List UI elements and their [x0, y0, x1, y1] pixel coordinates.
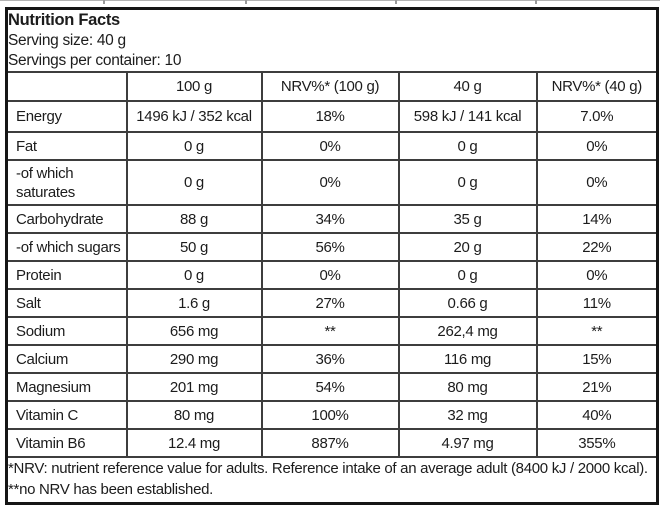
- cell-value: 262,4 mg: [397, 316, 538, 346]
- cell-value: **: [260, 316, 400, 346]
- cell-value: 27%: [260, 288, 400, 318]
- column-header-row: 100 g NRV%* (100 g) 40 g NRV%* (40 g): [5, 71, 659, 102]
- cell-value: 355%: [535, 428, 659, 458]
- cell-value: 0 g: [125, 131, 263, 161]
- table-row: Energy 1496 kJ / 352 kcal 18% 598 kJ / 141 …: [5, 100, 659, 133]
- cell-value: 80 mg: [125, 400, 263, 430]
- cell-value: 0 g: [397, 260, 538, 290]
- table-row: -of which sugars 50 g 56% 20 g 22%: [5, 232, 659, 262]
- cell-value: 34%: [260, 204, 400, 234]
- row-label: Calcium: [5, 344, 128, 374]
- cell-value: 18%: [260, 100, 400, 133]
- cell-value: 22%: [535, 232, 659, 262]
- cropped-table-edge: [0, 0, 660, 1]
- cell-value: 88 g: [125, 204, 263, 234]
- cell-value: 32 mg: [397, 400, 538, 430]
- cell-value: 201 mg: [125, 372, 263, 402]
- cell-value: 4.97 mg: [397, 428, 538, 458]
- cell-value: 50 g: [125, 232, 263, 262]
- cell-value: 1496 kJ / 352 kcal: [125, 100, 263, 133]
- cell-value: 0 g: [397, 131, 538, 161]
- cropped-column-tick: [535, 0, 537, 4]
- column-header: 40 g: [397, 71, 538, 102]
- row-label: Protein: [5, 260, 128, 290]
- row-label: Carbohydrate: [5, 204, 128, 234]
- label-title: Nutrition Facts: [8, 11, 120, 29]
- cell-value: 0%: [535, 159, 659, 206]
- cropped-column-tick: [103, 0, 105, 4]
- cell-value: 0%: [260, 159, 400, 206]
- cell-value: 656 mg: [125, 316, 263, 346]
- row-label: Salt: [5, 288, 128, 318]
- servings-per-container-line: Servings per container: 10: [8, 52, 182, 69]
- cell-value: 116 mg: [397, 344, 538, 374]
- cell-value: 36%: [260, 344, 400, 374]
- table-row: Vitamin B6 12.4 mg 887% 4.97 mg 355%: [5, 428, 659, 458]
- row-label: Magnesium: [5, 372, 128, 402]
- table-row: Sodium 656 mg ** 262,4 mg **: [5, 316, 659, 346]
- cell-value: 0%: [535, 131, 659, 161]
- column-header: 100 g: [125, 71, 263, 102]
- cell-value: 54%: [260, 372, 400, 402]
- cropped-column-tick: [395, 0, 397, 4]
- cell-value: **: [535, 316, 659, 346]
- row-label: -of which sugars: [5, 232, 128, 262]
- table-row: Calcium 290 mg 36% 116 mg 15%: [5, 344, 659, 374]
- cell-value: 1.6 g: [125, 288, 263, 318]
- table-row: Protein 0 g 0% 0 g 0%: [5, 260, 659, 290]
- cell-value: 0%: [260, 131, 400, 161]
- cell-value: 0 g: [125, 159, 263, 206]
- table-row: Salt 1.6 g 27% 0.66 g 11%: [5, 288, 659, 318]
- row-label: Sodium: [5, 316, 128, 346]
- table-row: Vitamin C 80 mg 100% 32 mg 40%: [5, 400, 659, 430]
- row-label: Energy: [5, 100, 128, 133]
- cropped-column-tick: [245, 0, 247, 4]
- cell-value: 0.66 g: [397, 288, 538, 318]
- column-header: NRV%* (100 g): [260, 71, 400, 102]
- serving-size-line: Serving size: 40 g: [8, 32, 126, 49]
- cell-value: 0%: [535, 260, 659, 290]
- column-header: NRV%* (40 g): [535, 71, 659, 102]
- cell-value: 15%: [535, 344, 659, 374]
- cell-value: 0 g: [125, 260, 263, 290]
- cell-value: 40%: [535, 400, 659, 430]
- corner-cell: [5, 71, 128, 102]
- cell-value: 598 kJ / 141 kcal: [397, 100, 538, 133]
- cell-value: 887%: [260, 428, 400, 458]
- row-label: Vitamin C: [5, 400, 128, 430]
- row-label: Vitamin B6: [5, 428, 128, 458]
- footnote-row: *NRV: nutrient reference value for adult…: [5, 456, 659, 504]
- cell-value: 80 mg: [397, 372, 538, 402]
- cell-value: 56%: [260, 232, 400, 262]
- cell-value: 100%: [260, 400, 400, 430]
- cell-value: 35 g: [397, 204, 538, 234]
- row-label: Fat: [5, 131, 128, 161]
- cell-value: 12.4 mg: [125, 428, 263, 458]
- cell-value: 20 g: [397, 232, 538, 262]
- title-block: Nutrition Facts Serving size: 40 g Servi…: [5, 7, 659, 73]
- cell-value: 14%: [535, 204, 659, 234]
- footnote-text: *NRV: nutrient reference value for adult…: [5, 456, 659, 504]
- table-row: Magnesium 201 mg 54% 80 mg 21%: [5, 372, 659, 402]
- table-body: Energy 1496 kJ / 352 kcal 18% 598 kJ / 141 …: [5, 100, 659, 458]
- cell-value: 11%: [535, 288, 659, 318]
- nutrition-facts-table: Nutrition Facts Serving size: 40 g Servi…: [5, 7, 660, 505]
- cell-value: 0%: [260, 260, 400, 290]
- cell-value: 0 g: [397, 159, 538, 206]
- title-block-row: Nutrition Facts Serving size: 40 g Servi…: [5, 7, 659, 73]
- cell-value: 290 mg: [125, 344, 263, 374]
- table-row: Carbohydrate 88 g 34% 35 g 14%: [5, 204, 659, 234]
- cell-value: 21%: [535, 372, 659, 402]
- table-row: Fat 0 g 0% 0 g 0%: [5, 131, 659, 161]
- cell-value: 7.0%: [535, 100, 659, 133]
- row-label: -of which saturates: [5, 159, 128, 206]
- table-row: -of which saturates 0 g 0% 0 g 0%: [5, 159, 659, 206]
